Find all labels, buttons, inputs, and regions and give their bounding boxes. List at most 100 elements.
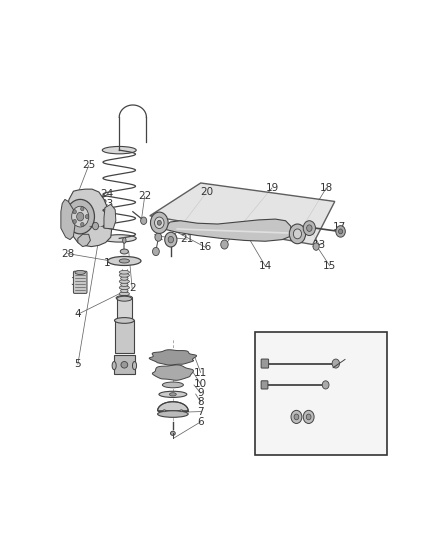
Text: 20: 20: [200, 187, 213, 197]
Text: 26: 26: [76, 224, 89, 234]
Circle shape: [157, 220, 161, 225]
Ellipse shape: [132, 361, 137, 370]
Polygon shape: [104, 204, 116, 229]
Text: 19: 19: [265, 183, 279, 193]
Ellipse shape: [123, 238, 126, 243]
Text: 15: 15: [323, 261, 336, 271]
Polygon shape: [150, 183, 335, 245]
Circle shape: [85, 215, 89, 219]
Circle shape: [66, 199, 95, 234]
Circle shape: [313, 243, 319, 251]
Ellipse shape: [120, 277, 128, 280]
Circle shape: [291, 410, 302, 424]
Circle shape: [307, 225, 312, 231]
Text: 16: 16: [199, 243, 212, 253]
Circle shape: [73, 209, 76, 214]
Text: 11: 11: [194, 368, 207, 377]
Circle shape: [294, 414, 299, 420]
Ellipse shape: [163, 410, 166, 412]
Ellipse shape: [120, 289, 128, 293]
Circle shape: [303, 410, 314, 424]
Ellipse shape: [170, 393, 176, 396]
Ellipse shape: [162, 382, 184, 388]
Circle shape: [152, 247, 159, 256]
Circle shape: [303, 221, 315, 236]
Circle shape: [92, 222, 99, 230]
Circle shape: [336, 225, 345, 237]
Circle shape: [339, 229, 343, 234]
Ellipse shape: [180, 410, 183, 412]
Circle shape: [151, 212, 168, 233]
Text: 7: 7: [198, 407, 204, 417]
Text: 17: 17: [333, 222, 346, 232]
Ellipse shape: [119, 292, 130, 296]
Circle shape: [306, 414, 311, 420]
Polygon shape: [149, 350, 197, 365]
Circle shape: [141, 217, 147, 224]
Circle shape: [72, 206, 89, 227]
Ellipse shape: [119, 273, 130, 277]
Ellipse shape: [116, 295, 133, 301]
Circle shape: [77, 212, 84, 221]
Text: 21: 21: [180, 234, 194, 244]
Polygon shape: [61, 199, 75, 240]
Polygon shape: [67, 189, 112, 247]
Ellipse shape: [158, 411, 188, 417]
Text: 22: 22: [138, 191, 152, 201]
Text: 18: 18: [320, 183, 333, 193]
Text: 24: 24: [101, 189, 114, 199]
Text: 25: 25: [82, 160, 95, 171]
Polygon shape: [163, 219, 293, 241]
Ellipse shape: [108, 256, 141, 265]
Ellipse shape: [121, 361, 128, 368]
Circle shape: [322, 381, 329, 389]
Ellipse shape: [170, 431, 175, 435]
Ellipse shape: [119, 280, 130, 284]
Text: 3: 3: [70, 277, 77, 287]
Ellipse shape: [117, 296, 132, 301]
Ellipse shape: [119, 286, 130, 289]
Ellipse shape: [159, 391, 187, 398]
Circle shape: [155, 217, 164, 229]
Ellipse shape: [119, 270, 130, 274]
Ellipse shape: [112, 361, 116, 370]
Ellipse shape: [120, 282, 128, 286]
Text: 2: 2: [129, 284, 135, 294]
Text: 14: 14: [258, 261, 272, 271]
Polygon shape: [152, 365, 194, 380]
Text: 9: 9: [198, 388, 204, 398]
Circle shape: [81, 222, 84, 227]
Circle shape: [81, 207, 84, 211]
Bar: [115, 320, 134, 353]
Bar: [255, 332, 387, 455]
Circle shape: [290, 224, 306, 244]
Text: 8: 8: [198, 397, 204, 407]
Circle shape: [168, 236, 173, 243]
FancyBboxPatch shape: [261, 359, 268, 368]
Text: 28: 28: [61, 248, 74, 259]
Circle shape: [165, 232, 177, 247]
Text: 13: 13: [313, 240, 326, 251]
Text: 4: 4: [74, 309, 81, 319]
Ellipse shape: [114, 318, 134, 324]
FancyBboxPatch shape: [74, 271, 87, 293]
Text: 10: 10: [194, 379, 207, 389]
Ellipse shape: [102, 147, 136, 154]
Circle shape: [73, 220, 76, 223]
Circle shape: [293, 229, 301, 239]
Text: 5: 5: [74, 359, 81, 369]
Polygon shape: [78, 235, 90, 247]
Circle shape: [332, 359, 339, 368]
Ellipse shape: [75, 270, 85, 274]
Ellipse shape: [119, 259, 130, 263]
Text: 1: 1: [104, 257, 111, 268]
Circle shape: [155, 233, 162, 241]
Bar: [114, 356, 134, 374]
Ellipse shape: [102, 235, 136, 242]
Text: 23: 23: [101, 199, 114, 209]
Bar: [117, 298, 132, 335]
Ellipse shape: [120, 249, 128, 254]
Circle shape: [221, 240, 228, 249]
Polygon shape: [158, 402, 188, 411]
Text: 6: 6: [198, 417, 204, 427]
